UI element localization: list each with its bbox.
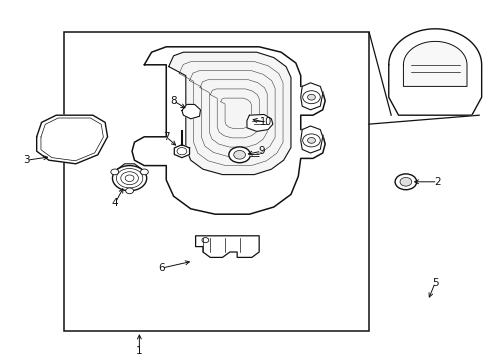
Circle shape <box>202 238 208 243</box>
Text: 1: 1 <box>136 346 142 356</box>
Circle shape <box>307 94 315 100</box>
Circle shape <box>140 169 148 175</box>
Text: 8: 8 <box>170 96 177 106</box>
Polygon shape <box>300 83 322 110</box>
Polygon shape <box>132 47 325 214</box>
Text: 6: 6 <box>158 263 164 273</box>
Polygon shape <box>246 114 272 131</box>
Polygon shape <box>117 164 144 176</box>
Circle shape <box>228 147 250 163</box>
Circle shape <box>125 188 133 194</box>
Text: 9: 9 <box>258 146 264 156</box>
Circle shape <box>112 166 146 191</box>
Text: 10: 10 <box>260 117 272 127</box>
Bar <box>63 32 368 331</box>
Polygon shape <box>182 104 200 119</box>
Circle shape <box>302 91 320 104</box>
Circle shape <box>399 177 411 186</box>
Polygon shape <box>37 115 107 164</box>
Circle shape <box>394 174 416 190</box>
Polygon shape <box>168 52 290 175</box>
Circle shape <box>233 150 245 159</box>
Text: 4: 4 <box>111 198 118 208</box>
Polygon shape <box>403 41 466 86</box>
Text: 3: 3 <box>23 155 30 165</box>
Circle shape <box>111 169 119 175</box>
Text: 7: 7 <box>163 132 169 142</box>
Polygon shape <box>174 145 189 158</box>
Polygon shape <box>195 236 259 257</box>
Text: 5: 5 <box>431 278 438 288</box>
Circle shape <box>302 134 320 147</box>
Polygon shape <box>300 126 322 153</box>
Text: 2: 2 <box>433 177 440 187</box>
Polygon shape <box>388 29 481 115</box>
Circle shape <box>307 138 315 143</box>
